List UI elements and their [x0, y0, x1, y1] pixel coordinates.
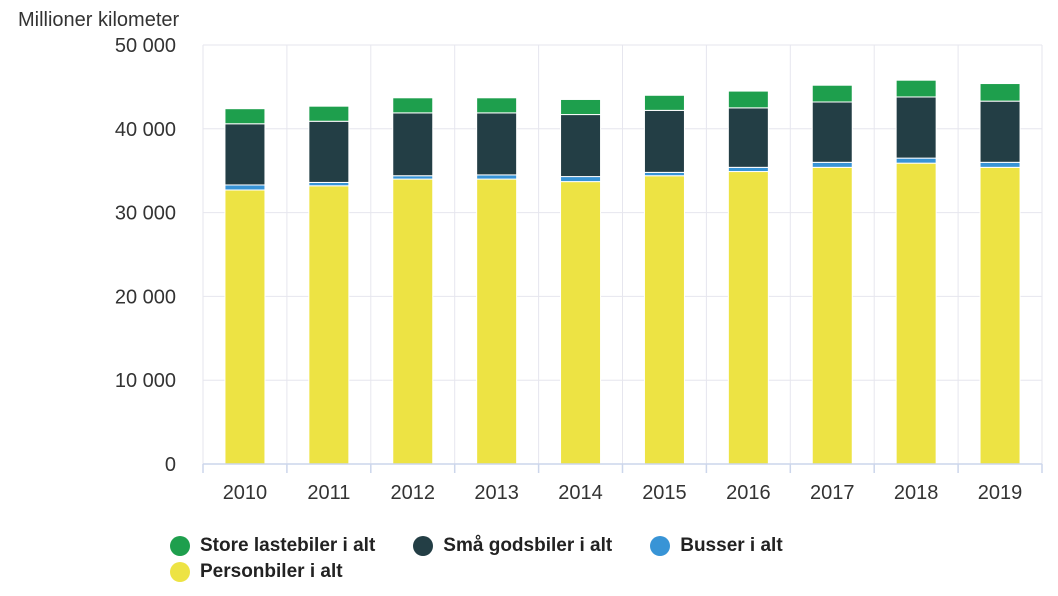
- x-tick-label: 2012: [391, 482, 436, 504]
- legend: Store lastebiler i alt Små godsbiler i al…: [170, 533, 930, 585]
- bar-segment: [476, 97, 518, 114]
- bar-segment: [224, 108, 266, 125]
- bar-segment: [895, 157, 937, 164]
- legend-item[interactable]: Personbiler i alt: [170, 561, 343, 583]
- legend-item[interactable]: Store lastebiler i alt: [170, 535, 375, 557]
- x-tick-label: 2014: [558, 482, 603, 504]
- legend-label: Personbiler i alt: [200, 561, 343, 582]
- legend-label: Store lastebiler i alt: [200, 535, 376, 556]
- bar-segment: [643, 171, 685, 177]
- bar-segment: [811, 161, 853, 168]
- bar-segment: [308, 105, 350, 122]
- bar-segment: [560, 98, 602, 116]
- x-tick-label: 2015: [642, 482, 687, 504]
- bar-segment: [979, 83, 1021, 102]
- bar-segment: [560, 181, 602, 465]
- legend-swatch: [413, 536, 434, 556]
- bar-segment: [643, 94, 685, 111]
- y-tick-label: 30 000: [115, 203, 176, 225]
- bar-segment: [392, 178, 434, 465]
- bar-segment: [476, 112, 518, 176]
- legend-item[interactable]: Busser i alt: [650, 535, 783, 557]
- legend-label: Busser i alt: [680, 535, 783, 556]
- bar-segment: [979, 166, 1021, 465]
- bar-segment: [308, 181, 350, 187]
- y-tick-label: 10 000: [115, 370, 176, 392]
- legend-swatch: [170, 562, 190, 582]
- bar-segment: [811, 166, 853, 465]
- bars: [224, 79, 1021, 465]
- y-axis-title: Millioner kilometer: [18, 9, 179, 31]
- y-tick-label: 20 000: [115, 286, 176, 308]
- bar-segment: [727, 90, 769, 109]
- axes: 0 10 000 20 000 30 000 40 000 50 000 2010 2011 2…: [115, 35, 1043, 504]
- bar-segment: [224, 189, 266, 465]
- bar-segment: [895, 162, 937, 465]
- y-tick-label: 0: [165, 454, 176, 476]
- bar-segment: [224, 123, 266, 186]
- x-tick-label: 2018: [894, 482, 939, 504]
- bar-segment: [560, 114, 602, 178]
- bar-segment: [308, 120, 350, 183]
- bar-segment: [476, 174, 518, 180]
- bar-segment: [392, 97, 434, 114]
- bar-segment: [727, 166, 769, 173]
- x-tick-label: 2011: [307, 482, 350, 504]
- legend-swatch: [650, 536, 671, 556]
- bar-segment: [811, 84, 853, 103]
- bar-segment: [560, 176, 602, 183]
- x-tick-label: 2016: [726, 482, 771, 504]
- x-tick-label: 2019: [978, 482, 1023, 504]
- bar-segment: [308, 185, 350, 465]
- legend-label: Små godsbiler i alt: [443, 535, 613, 556]
- bar-segment: [727, 171, 769, 465]
- bar-segment: [643, 109, 685, 173]
- x-tick-label: 2010: [223, 482, 268, 504]
- bar-segment: [979, 100, 1021, 163]
- y-tick-label: 40 000: [115, 119, 176, 141]
- bar-segment: [895, 96, 937, 159]
- y-tick-label: 50 000: [115, 35, 176, 57]
- bar-segment: [224, 184, 266, 191]
- legend-swatch: [170, 536, 190, 556]
- bar-segment: [979, 161, 1021, 168]
- bar-segment: [811, 101, 853, 163]
- bar-segment: [895, 79, 937, 98]
- x-tick-label: 2017: [810, 482, 855, 504]
- legend-item[interactable]: Små godsbiler i alt: [413, 535, 612, 557]
- bar-segment: [643, 175, 685, 465]
- bar-segment: [727, 107, 769, 168]
- bar-segment: [392, 112, 434, 177]
- bar-segment: [392, 175, 434, 180]
- x-tick-label: 2013: [474, 482, 519, 504]
- bar-segment: [476, 178, 518, 465]
